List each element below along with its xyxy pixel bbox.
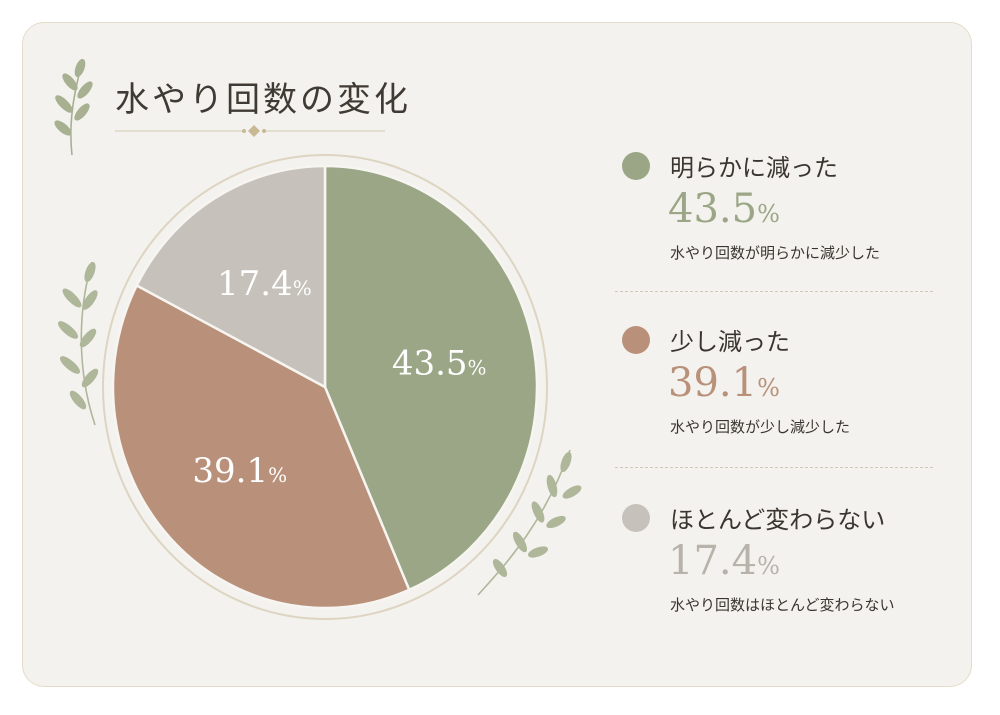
page-title: 水やり回数の変化 — [115, 80, 411, 120]
legend-label: 明らかに減った — [670, 154, 838, 182]
leaf-branch-right-icon — [477, 449, 582, 596]
legend-label: 少し減った — [670, 328, 790, 356]
legend-label: ほとんど変わらない — [670, 506, 886, 534]
legend-swatch — [622, 504, 650, 532]
legend-divider — [615, 291, 933, 292]
pie-outer-ring — [102, 154, 548, 620]
pie-slice-unchanged — [135, 164, 327, 390]
pie-slice-label: 43.5% — [392, 343, 487, 383]
leaf-sprig-icon — [54, 58, 93, 156]
legend-divider — [615, 467, 933, 468]
leaf-branch-left-icon — [57, 261, 99, 426]
title-ornament-divider — [115, 125, 385, 137]
pie-slice-label: 17.4% — [217, 264, 312, 304]
legend-percent: 17.4% — [668, 538, 780, 584]
legend-percent: 39.1% — [668, 360, 780, 406]
pie-slice-decreased-slightly — [111, 283, 411, 610]
pie-slice-label: 39.1% — [192, 451, 287, 491]
legend-description: 水やり回数が明らかに減少した — [670, 244, 881, 262]
legend-swatch — [622, 152, 650, 180]
legend-description: 水やり回数はほとんど変わらない — [670, 596, 895, 614]
pie-slice-decreased-clearly — [323, 164, 539, 592]
legend-description: 水やり回数が少し減少した — [670, 418, 851, 436]
legend-percent: 43.5% — [668, 186, 780, 232]
legend-swatch — [622, 326, 650, 354]
